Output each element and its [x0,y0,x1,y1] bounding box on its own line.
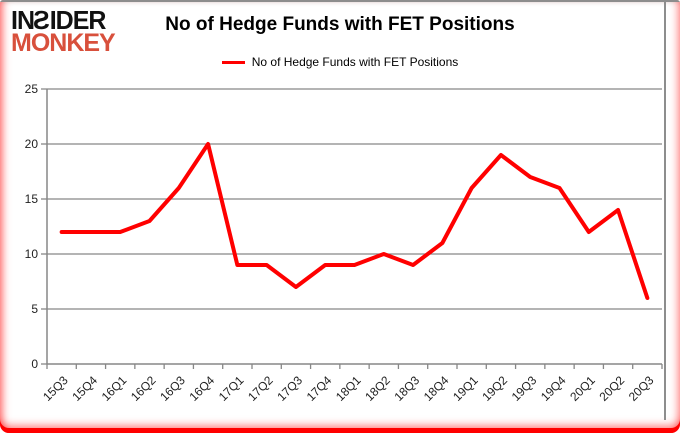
svg-text:5: 5 [31,302,38,316]
svg-text:16Q2: 16Q2 [128,373,159,404]
chart-legend: No of Hedge Funds with FET Positions [0,55,680,69]
svg-text:15Q4: 15Q4 [69,373,100,404]
y-gridlines [47,88,662,310]
svg-text:19Q3: 19Q3 [509,373,540,404]
insider-monkey-logo: INSIDER MONKEY [11,6,116,57]
svg-text:16Q4: 16Q4 [187,373,218,404]
data-line-series [59,142,650,300]
svg-text:0: 0 [31,357,38,371]
x-axis-labels: 15Q315Q416Q116Q216Q316Q417Q117Q217Q317Q4… [40,373,657,404]
y-axis-labels: 0 5 10 15 20 25 [25,82,39,371]
logo-word-monkey: MONKEY [11,29,116,57]
svg-text:17Q4: 17Q4 [304,373,335,404]
svg-text:17Q2: 17Q2 [245,373,276,404]
chart-right-border [664,2,666,420]
svg-text:17Q3: 17Q3 [274,373,305,404]
chart-title: No of Hedge Funds with FET Positions [165,14,515,35]
svg-text:16Q3: 16Q3 [157,373,188,404]
svg-text:17Q1: 17Q1 [216,373,247,404]
svg-text:18Q4: 18Q4 [421,373,452,404]
svg-text:20Q2: 20Q2 [597,373,628,404]
axes [46,89,662,365]
svg-text:19Q2: 19Q2 [479,373,510,404]
svg-text:25: 25 [25,82,39,96]
svg-text:18Q2: 18Q2 [362,373,393,404]
svg-text:10: 10 [25,247,39,261]
logo-word-insider: INSIDER [11,6,106,36]
svg-text:18Q3: 18Q3 [392,373,423,404]
svg-text:19Q4: 19Q4 [538,373,569,404]
legend-line-swatch [221,60,245,64]
svg-text:20: 20 [25,137,39,151]
card-top-border [0,0,680,2]
svg-text:19Q1: 19Q1 [450,373,481,404]
svg-text:16Q1: 16Q1 [99,373,130,404]
axis-ticks [41,88,663,369]
svg-text:20Q1: 20Q1 [567,373,598,404]
legend-label: No of Hedge Funds with FET Positions [251,55,459,69]
svg-text:15Q3: 15Q3 [40,373,71,404]
svg-text:20Q3: 20Q3 [626,373,657,404]
svg-text:18Q1: 18Q1 [333,373,364,404]
svg-text:15: 15 [25,192,39,206]
